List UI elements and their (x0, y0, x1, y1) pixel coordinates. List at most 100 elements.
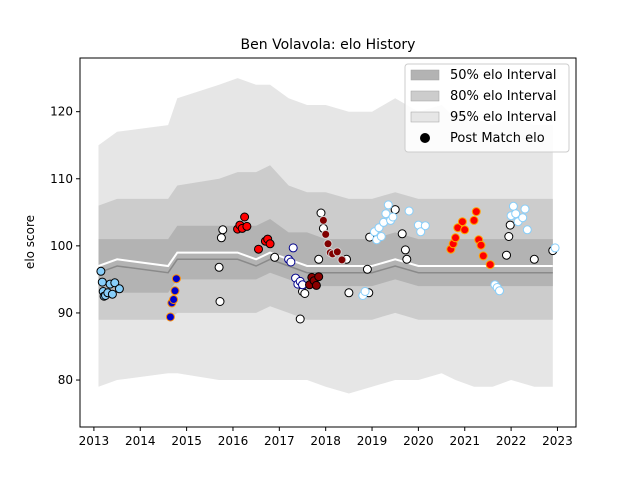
y-tick-label: 110 (50, 172, 73, 186)
post-match-point (171, 274, 181, 284)
y-axis: 80 90 100 110 120 (50, 105, 80, 387)
post-match-point (388, 212, 398, 222)
x-tick-label: 2022 (496, 434, 527, 448)
post-match-point (376, 232, 386, 241)
band-50 (98, 219, 553, 293)
x-tick-label: 2023 (542, 434, 573, 448)
post-match-point (240, 212, 250, 222)
post-match-point (505, 220, 515, 230)
x-tick-label: 2013 (79, 434, 110, 448)
x-tick-label: 2020 (403, 434, 434, 448)
post-match-point (165, 312, 175, 322)
legend-label: 95% elo Interval (450, 110, 557, 125)
x-tick-label: 2015 (171, 434, 202, 448)
post-match-point (107, 289, 117, 299)
post-match-point (457, 217, 467, 227)
post-match-point (216, 233, 226, 243)
x-tick-label: 2017 (264, 434, 295, 448)
post-match-point (404, 206, 414, 216)
elo-lower-line (98, 258, 553, 274)
y-tick-label: 100 (50, 239, 73, 253)
legend-label: 50% elo Interval (450, 68, 557, 83)
post-match-points (96, 200, 560, 324)
post-match-point (97, 277, 107, 287)
post-match-point (518, 213, 528, 223)
legend: 50% elo Interval 80% elo Interval 95% elo … (404, 63, 570, 153)
post-match-point (502, 250, 511, 260)
post-match-point (460, 225, 470, 235)
x-axis: 2013 2014 2015 2016 2017 2018 2019 2020 2021 2022… (79, 427, 573, 448)
post-match-point (360, 287, 370, 296)
post-match-point (170, 286, 180, 296)
post-match-point (485, 260, 495, 270)
post-match-point (476, 240, 486, 250)
legend-swatch (410, 69, 440, 81)
post-match-point (550, 243, 560, 253)
post-match-point (214, 262, 224, 272)
legend-swatch (410, 90, 440, 102)
post-match-point (362, 264, 372, 274)
plot-frame (79, 57, 577, 428)
median-lines (98, 251, 553, 274)
post-match-point (402, 254, 412, 264)
legend-box (404, 63, 570, 153)
y-tick-label: 90 (58, 306, 73, 320)
post-match-point (316, 208, 326, 218)
post-match-point (471, 207, 481, 217)
post-match-point (286, 257, 296, 267)
post-match-point (337, 255, 347, 265)
post-match-point (295, 314, 305, 324)
post-match-point (383, 200, 393, 210)
post-match-point (504, 232, 514, 241)
post-match-point (311, 280, 321, 290)
elo-median-line (98, 251, 553, 268)
post-match-point (511, 209, 521, 219)
x-tick-label: 2021 (449, 434, 480, 448)
post-match-point (114, 284, 124, 294)
post-match-point (323, 239, 333, 249)
post-match-point (416, 227, 426, 237)
post-match-point (420, 221, 430, 231)
post-match-point (215, 297, 225, 306)
x-tick-label: 2016 (218, 434, 249, 448)
x-tick-label: 2014 (125, 434, 156, 448)
x-tick-label: 2019 (357, 434, 388, 448)
post-match-point (169, 295, 179, 304)
post-match-point (478, 251, 488, 261)
legend-label: 80% elo Interval (450, 89, 557, 104)
post-match-point (218, 225, 228, 235)
y-tick-label: 80 (58, 373, 73, 387)
x-tick-label: 2018 (310, 434, 341, 448)
post-match-point (321, 229, 331, 239)
chart-title: Ben Volavola: elo History (241, 37, 416, 53)
y-tick-label: 120 (50, 105, 73, 119)
post-match-point (314, 272, 324, 282)
post-match-point (469, 215, 479, 225)
post-match-point (110, 278, 120, 288)
post-match-point (400, 245, 410, 255)
post-match-point (397, 229, 407, 239)
post-match-point (390, 205, 400, 215)
legend-label: Post Match elo (450, 131, 545, 146)
post-match-point (508, 201, 518, 211)
post-match-point (522, 225, 532, 235)
legend-marker (420, 133, 430, 143)
post-match-point (242, 221, 252, 231)
post-match-point (96, 266, 106, 276)
post-match-point (318, 215, 328, 225)
post-match-point (300, 289, 310, 298)
post-match-point (529, 254, 539, 264)
post-match-point (254, 244, 263, 254)
post-match-point (314, 254, 324, 264)
y-axis-label: elo score (23, 215, 37, 269)
post-match-point (520, 204, 530, 214)
post-match-point (270, 252, 280, 262)
post-match-point (288, 243, 298, 253)
post-match-point (265, 239, 275, 249)
post-match-point (332, 247, 342, 257)
post-match-point (495, 286, 504, 296)
legend-swatch (410, 111, 440, 123)
post-match-point (344, 288, 354, 298)
